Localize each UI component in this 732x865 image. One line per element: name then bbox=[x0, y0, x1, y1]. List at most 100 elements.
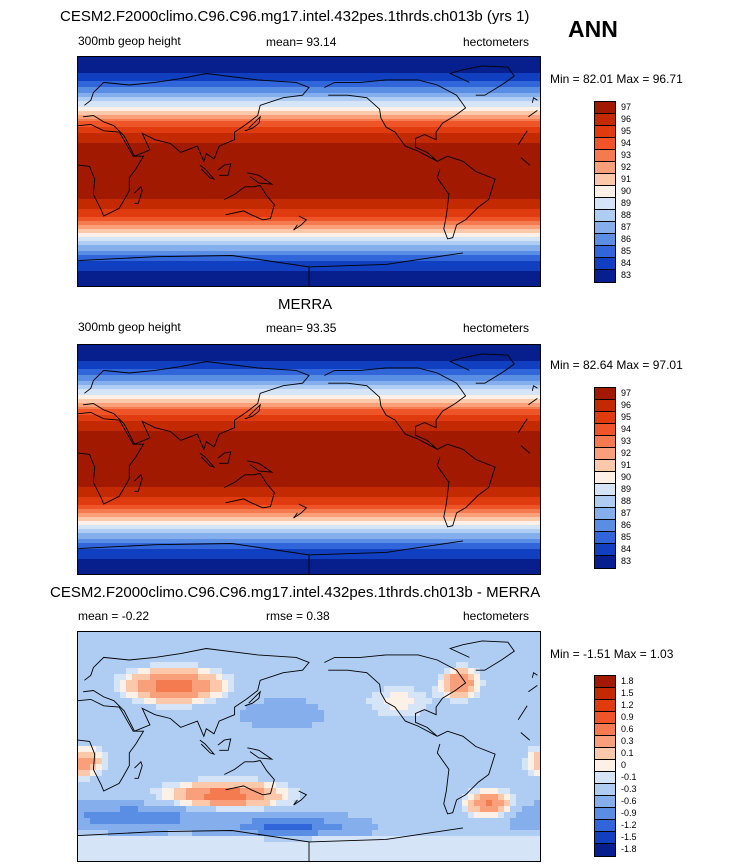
field-cell bbox=[462, 788, 469, 795]
field-cell bbox=[306, 644, 313, 651]
field-cell bbox=[504, 680, 511, 687]
field-cell bbox=[216, 704, 223, 711]
field-band bbox=[78, 241, 540, 244]
field-cell bbox=[390, 806, 397, 813]
field-cell bbox=[336, 782, 343, 789]
coastline-uk bbox=[531, 671, 538, 678]
field-band bbox=[78, 239, 540, 242]
field-cell bbox=[396, 788, 403, 795]
field-band bbox=[78, 191, 540, 194]
field-cell bbox=[474, 662, 481, 669]
field-cell bbox=[300, 692, 307, 699]
colorbar-swatch bbox=[595, 436, 615, 448]
field-cell bbox=[114, 650, 121, 657]
field-cell bbox=[264, 842, 271, 849]
field-cell bbox=[228, 710, 235, 717]
field-cell bbox=[480, 644, 487, 651]
field-band bbox=[78, 187, 540, 190]
field-cell bbox=[324, 860, 331, 861]
field-band bbox=[78, 133, 540, 136]
field-cell bbox=[270, 704, 277, 711]
field-cell bbox=[240, 782, 247, 789]
field-cell bbox=[426, 686, 433, 693]
field-cell bbox=[522, 728, 529, 735]
field-cell bbox=[174, 698, 181, 705]
field-cell bbox=[522, 650, 529, 657]
field-cell bbox=[216, 836, 223, 843]
field-cell bbox=[186, 668, 193, 675]
field-cell bbox=[210, 698, 217, 705]
colorbar-label: 86 bbox=[621, 519, 632, 530]
field-cell bbox=[462, 722, 469, 729]
field-cell bbox=[186, 650, 193, 657]
field-cell bbox=[96, 692, 103, 699]
field-cell bbox=[228, 752, 235, 759]
field-cell bbox=[378, 770, 385, 777]
field-cell bbox=[204, 842, 211, 849]
field-cell bbox=[438, 848, 445, 855]
field-cell bbox=[450, 842, 457, 849]
field-cell bbox=[468, 836, 475, 843]
field-cell bbox=[486, 836, 493, 843]
field-cell bbox=[456, 650, 463, 657]
field-cell bbox=[504, 770, 511, 777]
field-cell bbox=[306, 710, 313, 717]
field-cell bbox=[210, 836, 217, 843]
field-cell bbox=[468, 650, 475, 657]
field-cell bbox=[306, 734, 313, 741]
colorbar-label: -0.3 bbox=[621, 783, 637, 794]
field-cell bbox=[528, 638, 535, 645]
field-cell bbox=[432, 848, 439, 855]
field-cell bbox=[282, 650, 289, 657]
field-cell bbox=[192, 860, 199, 861]
field-cell bbox=[270, 692, 277, 699]
field-cell bbox=[462, 740, 469, 747]
field-cell bbox=[378, 716, 385, 723]
field-band bbox=[78, 141, 540, 144]
field-cell bbox=[78, 722, 85, 729]
field-cell bbox=[300, 848, 307, 855]
field-cell bbox=[90, 638, 97, 645]
field-band bbox=[78, 95, 540, 98]
field-cell bbox=[432, 686, 439, 693]
field-cell bbox=[258, 632, 265, 639]
field-cell bbox=[426, 824, 433, 831]
field-cell bbox=[150, 794, 157, 801]
field-cell bbox=[222, 824, 229, 831]
field-band bbox=[78, 387, 540, 390]
field-cell bbox=[192, 812, 199, 819]
field-cell bbox=[300, 686, 307, 693]
field-cell bbox=[426, 644, 433, 651]
field-cell bbox=[378, 764, 385, 771]
field-cell bbox=[438, 806, 445, 813]
field-cell bbox=[90, 716, 97, 723]
field-cell bbox=[456, 818, 463, 825]
field-cell bbox=[468, 698, 475, 705]
colorbar-swatch bbox=[595, 412, 615, 424]
field-cell bbox=[228, 800, 235, 807]
coastline-africa bbox=[78, 411, 530, 505]
field-cell bbox=[528, 758, 535, 765]
field-cell bbox=[378, 818, 385, 825]
colorbar-label: -0.1 bbox=[621, 771, 637, 782]
field-cell bbox=[282, 782, 289, 789]
field-cell bbox=[120, 686, 127, 693]
field-cell bbox=[498, 632, 505, 639]
field-cell bbox=[210, 800, 217, 807]
field-cell bbox=[450, 674, 457, 681]
field-band bbox=[78, 231, 540, 234]
field-cell bbox=[408, 722, 415, 729]
field-cell bbox=[216, 812, 223, 819]
field-cell bbox=[306, 746, 313, 753]
field-cell bbox=[234, 704, 241, 711]
field-band bbox=[78, 89, 540, 92]
field-cell bbox=[426, 656, 433, 663]
field-cell bbox=[144, 782, 151, 789]
field-cell bbox=[174, 794, 181, 801]
field-cell bbox=[324, 746, 331, 753]
field-cell bbox=[162, 632, 169, 639]
field-band bbox=[78, 189, 540, 192]
field-cell bbox=[318, 830, 325, 837]
field-cell bbox=[228, 740, 235, 747]
coastline-madagascar bbox=[134, 185, 143, 204]
